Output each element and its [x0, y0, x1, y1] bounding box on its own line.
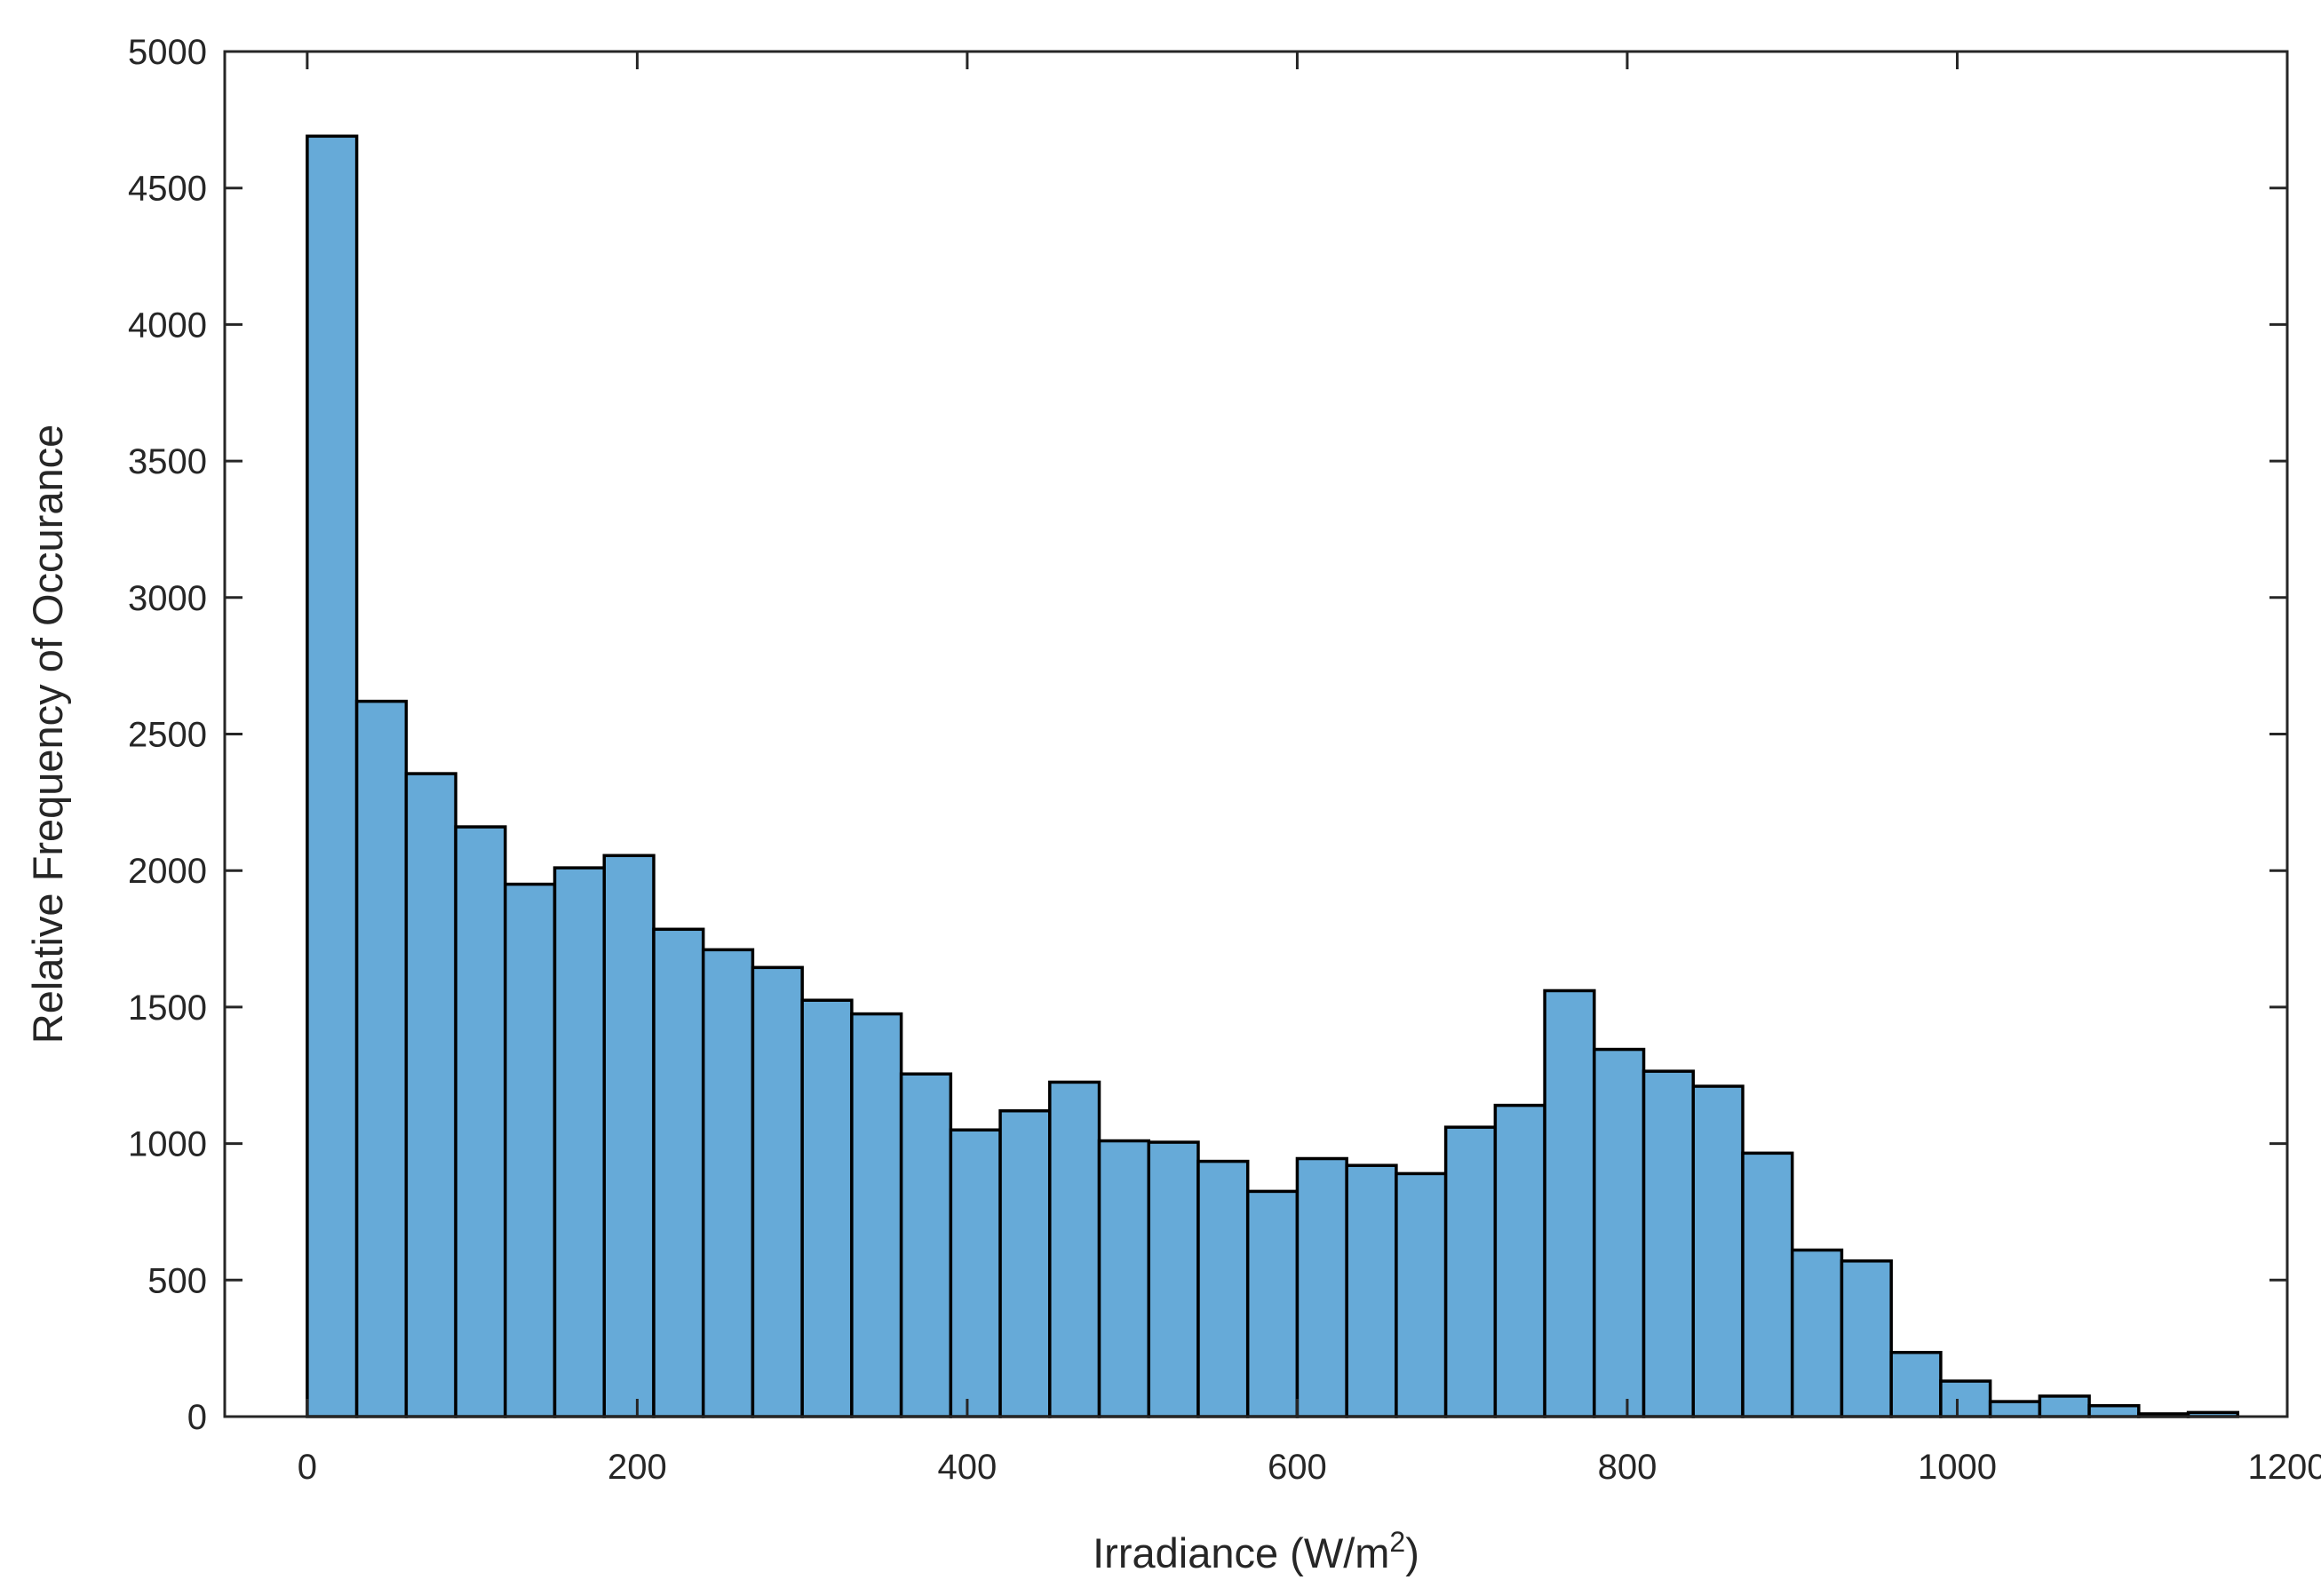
- histogram-bar: [1097, 1139, 1151, 1418]
- plot-frame: [223, 50, 2289, 1418]
- x-tick-label: 600: [1268, 1448, 1327, 1487]
- histogram-bar: [1345, 1163, 1398, 1418]
- histogram-bar: [306, 134, 359, 1418]
- histogram-bar: [701, 948, 755, 1418]
- y-tick-label: 1000: [128, 1125, 207, 1164]
- y-tick-label: 2000: [128, 852, 207, 891]
- x-tick-labels: 0 200 400 600 800 1000 1200: [298, 1448, 2321, 1487]
- histogram-bar: [2038, 1394, 2091, 1418]
- histogram-bar: [850, 1012, 903, 1418]
- histogram-bar: [1840, 1259, 1893, 1418]
- histogram-bar: [1147, 1140, 1200, 1418]
- y-tick-label: 4000: [128, 306, 207, 345]
- histogram-bar: [1641, 1069, 1696, 1418]
- histogram-bar: [751, 965, 804, 1418]
- histogram-bar: [652, 927, 705, 1418]
- x-axis-title: Irradiance (W/m2): [1093, 1526, 1419, 1576]
- histogram-bar: [1196, 1159, 1250, 1418]
- histogram-bar: [1593, 1047, 1646, 1418]
- histogram-bar: [602, 854, 656, 1418]
- x-tick-label: 1200: [2248, 1448, 2321, 1487]
- y-axis-title: Relative Frequency of Occurance: [24, 425, 71, 1044]
- histogram-bar: [1048, 1080, 1101, 1418]
- histogram-bar: [1493, 1103, 1546, 1418]
- histogram-bar: [1443, 1125, 1498, 1418]
- histogram-bar: [1790, 1248, 1844, 1418]
- x-tick-label: 1000: [1918, 1448, 1997, 1487]
- histogram-bar: [1741, 1151, 1794, 1418]
- y-tick-label: 500: [147, 1261, 207, 1300]
- histogram-bar: [1988, 1400, 2042, 1418]
- x-tick-label: 200: [608, 1448, 667, 1487]
- histogram-bar: [454, 825, 507, 1418]
- y-tick-label: 0: [187, 1398, 207, 1437]
- y-tick-label: 2500: [128, 716, 207, 755]
- histogram-bar: [404, 772, 457, 1418]
- x-axis-title-superscript: 2: [1389, 1526, 1405, 1558]
- histogram-bar: [354, 699, 409, 1418]
- x-axis-title-main: Irradiance (W/m: [1093, 1529, 1389, 1576]
- histogram-bar: [949, 1128, 1002, 1418]
- histogram-bar: [1245, 1189, 1300, 1418]
- histogram-bar: [1543, 989, 1596, 1418]
- y-tick-label: 3500: [128, 442, 207, 481]
- y-tick-labels: 0 500 1000 1500 2000 2500 3000 3500 4000 4500 5000: [128, 33, 207, 1437]
- histogram-bar: [1939, 1379, 1992, 1418]
- y-tick-label: 1500: [128, 989, 207, 1028]
- x-tick-label: 800: [1598, 1448, 1657, 1487]
- y-tick-label: 5000: [128, 33, 207, 72]
- histogram-bar: [1691, 1084, 1745, 1418]
- histogram-bar: [504, 882, 557, 1418]
- histogram-bar: [1295, 1156, 1348, 1418]
- histogram-bar: [552, 866, 606, 1418]
- histogram-bar: [998, 1108, 1052, 1418]
- x-tick-label: 0: [298, 1448, 317, 1487]
- x-tick-label: 400: [938, 1448, 998, 1487]
- histogram-bar: [1889, 1351, 1943, 1418]
- histogram-bar: [899, 1072, 953, 1418]
- histogram-bar: [2087, 1403, 2141, 1418]
- histogram-bar: [800, 998, 854, 1418]
- histogram-bar: [1395, 1171, 1448, 1418]
- x-axis-title-close: ): [1405, 1529, 1419, 1576]
- y-tick-label: 3000: [128, 579, 207, 618]
- y-tick-label: 4500: [128, 170, 207, 209]
- histogram-bars: [306, 134, 2240, 1418]
